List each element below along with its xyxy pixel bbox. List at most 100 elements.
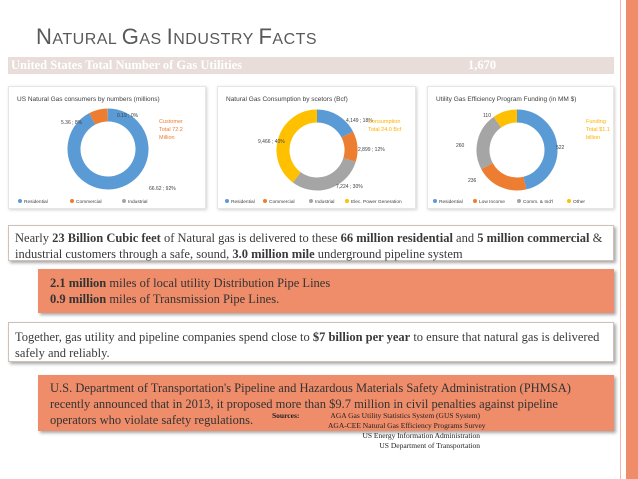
sources-list: AGA Gas Utility Statistics System (GUS S… <box>328 411 486 451</box>
fact-highlight: 23 Billion Cubic feet <box>52 231 161 245</box>
title-part: ACTS <box>272 31 318 48</box>
distribution-miles-line: 2.1 million miles of local utility Distr… <box>50 275 602 291</box>
consumers-donut-chart: US Natural Gas consumers by numbers (mil… <box>17 96 183 205</box>
data-label: 66.62 ; 92% <box>149 186 176 192</box>
phmsa-fact-box: U.S. Department of Transportation's Pipe… <box>38 375 614 431</box>
stat-value: 1,670 <box>468 58 497 72</box>
legend-label: Industrial <box>315 199 334 205</box>
consumption-chart-panel: Natural Gas Consumption by scetors (Bcf)… <box>217 86 416 209</box>
legend-marker <box>567 199 571 203</box>
legend-marker <box>70 199 74 203</box>
donut-slice <box>276 109 318 183</box>
legend-label: Industrial <box>128 199 147 205</box>
title-letter: N <box>36 24 53 49</box>
data-label: 7,224 ; 30% <box>336 184 363 190</box>
consumption-donut-chart: Natural Gas Consumption by scetors (Bcf)… <box>225 96 402 205</box>
gas-utilities-stat-bar: United States Total Number of Gas Utilit… <box>8 57 614 74</box>
right-accent-bar <box>626 0 638 479</box>
funding-donut-chart: Utility Gas Efficiency Program Funding (… <box>433 96 610 205</box>
fact-text: and <box>452 231 478 245</box>
title-letter: I <box>166 24 174 49</box>
legend-label: Commercial <box>269 199 295 205</box>
source-item: US Department of Transportation <box>379 441 480 450</box>
source-item: AGA Gas Utility Statistics System (GUS S… <box>330 411 480 420</box>
funding-chart-panel: Utility Gas Efficiency Program Funding (… <box>427 86 614 209</box>
legend-marker <box>263 199 267 203</box>
donut-slice <box>292 157 356 191</box>
data-label: 260 <box>456 143 465 149</box>
legend-label: Elec. Power Generation <box>351 199 402 205</box>
donut-slice <box>67 108 149 190</box>
fact-text: miles of local utility Distribution Pipe… <box>106 276 331 290</box>
chart-note: Total 72.2 <box>159 127 183 133</box>
fact-highlight: 66 million residential <box>340 231 453 245</box>
data-label: 110 <box>483 113 491 119</box>
title-letter: F <box>258 24 273 49</box>
chart-title: Natural Gas Consumption by scetors (Bcf) <box>226 96 348 103</box>
chart-note: Customer <box>159 119 183 125</box>
data-label: 522 <box>556 145 565 151</box>
data-label: 0.19 ; 0% <box>117 113 139 119</box>
data-label: 2,899 ; 12% <box>358 147 385 153</box>
chart-note: Consumption <box>368 119 400 125</box>
transmission-miles-line: 0.9 million miles of Transmission Pipe L… <box>50 291 602 307</box>
legend-label: Residential <box>231 199 255 205</box>
sources-label: Sources: <box>272 411 300 420</box>
slide-title: NATURAL GAS INDUSTRY FACTS <box>36 24 317 50</box>
donut-slice <box>516 109 558 190</box>
legend-marker <box>345 199 349 203</box>
chart-note: billion <box>586 135 600 141</box>
fact-text: of Natural gas is delivered to these <box>160 231 341 245</box>
chart-note: Total $1.1 <box>586 127 610 133</box>
spending-fact-text: Together, gas utility and pipeline compa… <box>15 329 607 361</box>
chart-note: Funding <box>586 119 606 125</box>
source-item: US Energy Information Administration <box>362 431 480 440</box>
chart-title: US Natural Gas consumers by numbers (mil… <box>17 96 160 103</box>
data-label: 4,149 ; 18% <box>346 118 373 124</box>
legend-marker <box>122 199 126 203</box>
data-label: 236 <box>468 178 477 184</box>
stat-label: United States Total Number of Gas Utilit… <box>11 58 243 72</box>
spending-fact-box: Together, gas utility and pipeline compa… <box>8 322 614 362</box>
fact-text: Nearly <box>15 231 53 245</box>
legend-marker <box>225 199 229 203</box>
fact-text: & industrial customers through a safe, s… <box>15 231 603 261</box>
fact-text: Together, gas utility and pipeline compa… <box>15 330 313 344</box>
legend-label: Comm. & Ind'l <box>523 199 553 205</box>
chart-note: Million <box>159 135 175 141</box>
legend-marker <box>517 199 521 203</box>
fact-highlight: 5 million commercial <box>477 231 590 245</box>
consumers-chart-panel: US Natural Gas consumers by numbers (mil… <box>8 86 206 209</box>
fact-highlight: $7 billion per year <box>312 330 411 344</box>
legend-marker <box>433 199 437 203</box>
legend-label: Residential <box>439 199 463 205</box>
delivery-fact-box: Nearly 23 Billion Cubic feet of Natural … <box>8 225 614 261</box>
chart-note: Total 24.0 Bcf <box>368 127 402 133</box>
fact-text: to ensure that natural gas is delivered … <box>15 330 600 360</box>
fact-text: miles of Transmission Pipe Lines. <box>106 292 280 306</box>
donut-slice <box>481 162 527 191</box>
legend-label: Other <box>573 199 585 205</box>
donut-slice <box>476 116 502 170</box>
title-part: ATURAL <box>52 31 122 48</box>
title-part: AS <box>139 31 167 48</box>
source-item: AGA-CEE Natural Gas Efficiency Programs … <box>328 421 486 430</box>
delivery-fact-text: Nearly 23 Billion Cubic feet of Natural … <box>15 230 607 262</box>
fact-text: underground pipeline system <box>314 247 463 261</box>
donut-slice <box>341 131 358 162</box>
donut-slice <box>89 108 108 125</box>
data-label: 5.36 ; 8% <box>61 120 83 126</box>
legend-marker <box>18 199 22 203</box>
phmsa-fact-text: U.S. Department of Transportation's Pipe… <box>50 381 571 427</box>
legend-label: Low Income <box>479 199 505 205</box>
legend-label: Residential <box>24 199 48 205</box>
fact-highlight: 0.9 million <box>50 292 107 306</box>
right-accent-line <box>620 0 621 479</box>
fact-highlight: 3.0 million mile <box>232 247 315 261</box>
pipeline-miles-box: 2.1 million miles of local utility Distr… <box>38 269 614 313</box>
donut-slice <box>316 109 354 138</box>
donut-slice <box>493 109 518 128</box>
data-label: 9,466 ; 40% <box>258 139 285 145</box>
legend-label: Commercial <box>76 199 102 205</box>
fact-highlight: 2.1 million <box>50 276 107 290</box>
